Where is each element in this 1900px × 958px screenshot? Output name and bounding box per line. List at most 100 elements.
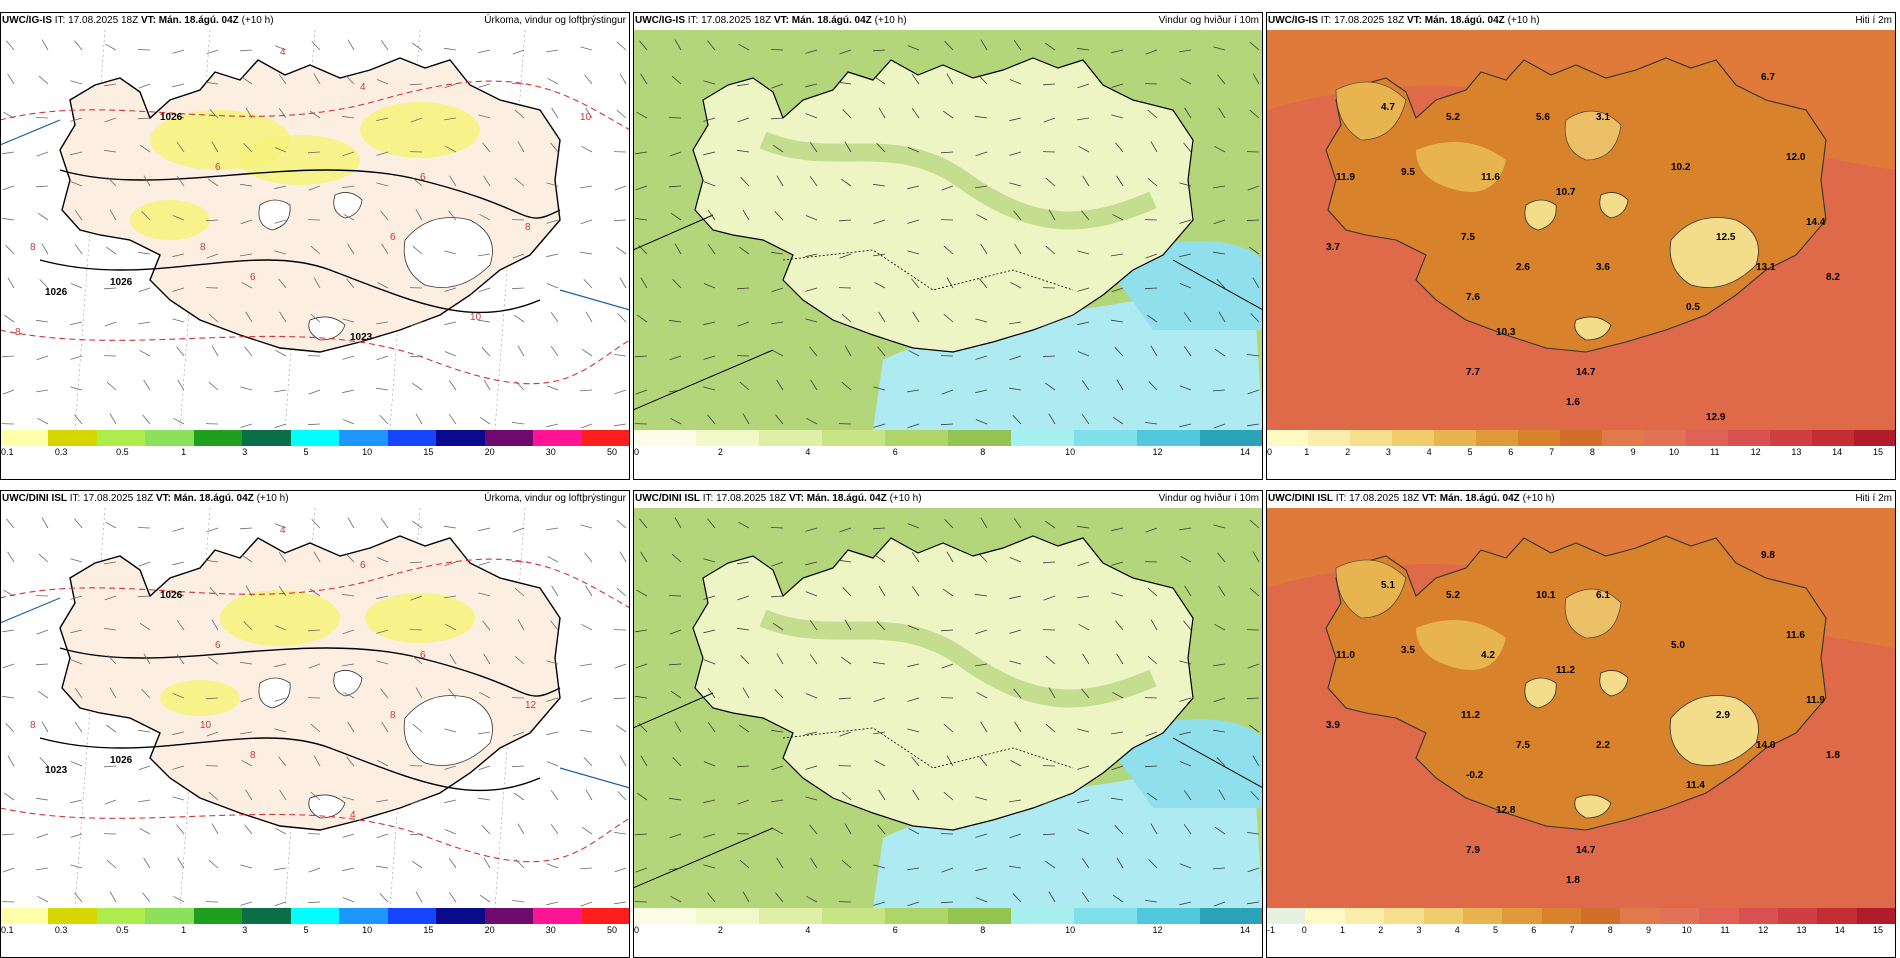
colorbar-tick-label: 1 [1304, 447, 1309, 457]
colorbar-tick-label: 0 [634, 925, 639, 935]
colorbar-swatch [1434, 430, 1476, 446]
panel-run-info: UWC/IG-IS IT: 17.08.2025 18Z VT: Mán. 18… [2, 12, 274, 30]
colorbar-tick-label: 5 [1467, 447, 1472, 457]
colorbar-tick-label: 0 [1267, 447, 1272, 457]
colorbar-swatch [696, 908, 759, 924]
colorbar-swatch [1686, 430, 1728, 446]
temperature-value: 5.6 [1536, 112, 1550, 123]
map-canvas [633, 508, 1263, 908]
colorbar-swatch [822, 430, 885, 446]
colorbar-tick-label: 0.1 [1, 447, 14, 457]
colorbar-swatch [1011, 430, 1074, 446]
colorbar-swatch [1424, 908, 1463, 924]
colorbar-swatch [1200, 908, 1263, 924]
colorbar-swatch [1305, 908, 1344, 924]
temperature-value: 3.9 [1326, 720, 1340, 731]
colorbar-swatch [48, 430, 96, 446]
temperature-value: 7.5 [1516, 740, 1530, 751]
panel-run-info: UWC/IG-IS IT: 17.08.2025 18Z VT: Mán. 18… [1268, 12, 1540, 30]
map-contour-label: 1026 [45, 287, 68, 298]
temperature-value: 14.7 [1576, 845, 1596, 856]
map-panel-temp: UWC/DINI ISL IT: 17.08.2025 18Z VT: Mán.… [1266, 490, 1896, 958]
map-contour-label: 6 [420, 650, 426, 661]
lead-time: (+10 h) [875, 15, 907, 26]
wind-barb [138, 528, 150, 529]
wind-barb [36, 596, 48, 597]
colorbar-swatch [97, 430, 145, 446]
temperature-value: 7.9 [1466, 845, 1480, 856]
colorbar-swatch [1463, 908, 1502, 924]
colorbar-tick-label: 1 [181, 447, 186, 457]
valid-time: Mán. 18.ágú. 04Z [1440, 493, 1520, 504]
colorbar-swatch [291, 908, 339, 924]
map-contour-label: 1026 [160, 590, 183, 601]
colorbar-swatch [1770, 430, 1812, 446]
temperature-value: 5.0 [1671, 640, 1685, 651]
colorbar-tick-label: 0.3 [55, 925, 68, 935]
colorbar-swatch [1011, 908, 1074, 924]
colorbar-tick-label: 5 [1493, 925, 1498, 935]
colorbar-swatches [1266, 430, 1896, 446]
colorbar-tick-label: 20 [485, 925, 495, 935]
temperature-value: 3.6 [1596, 262, 1610, 273]
colorbar-tick-label: 7 [1569, 925, 1574, 935]
wind-barb [771, 50, 783, 51]
colorbar-swatch [145, 430, 193, 446]
colorbar-tick-label: 3 [1416, 925, 1421, 935]
map-panel-precip: UWC/DINI ISL IT: 17.08.2025 18Z VT: Mán.… [0, 490, 630, 958]
map-contour-label: 6 [215, 640, 221, 651]
colorbar-tick-label: 13 [1791, 447, 1801, 457]
map-contour-label: 8 [30, 242, 36, 253]
temperature-value: 5.1 [1381, 580, 1395, 591]
colorbar-tick-label: 10 [362, 925, 372, 935]
colorbar-tick-label: 8 [1608, 925, 1613, 935]
map-contour-label: 1023 [350, 332, 373, 343]
panel-run-info: UWC/IG-IS IT: 17.08.2025 18Z VT: Mán. 18… [635, 12, 907, 30]
temperature-value: 5.2 [1446, 590, 1460, 601]
colorbar-tick-label: 0 [1302, 925, 1307, 935]
colorbar-tick-label: 0.1 [1, 925, 14, 935]
temperature-value: 9.8 [1761, 550, 1775, 561]
colorbar-swatch [1854, 430, 1896, 446]
temperature-value: 1.6 [1566, 397, 1580, 408]
colorbar-swatch [0, 908, 48, 924]
map-contour-label: 8 [15, 327, 21, 338]
model-name: UWC/IG-IS [2, 15, 52, 26]
colorbar-tick-label: 6 [1531, 925, 1536, 935]
colorbar-swatch [696, 430, 759, 446]
colorbar-swatch [388, 908, 436, 924]
colorbar-swatch [885, 908, 948, 924]
precip-area [365, 593, 475, 643]
init-time: IT: 17.08.2025 18Z [1336, 493, 1419, 504]
precip-area [130, 200, 210, 240]
panel-title: Hiti í 2m [1855, 490, 1892, 508]
temperature-value: 3.7 [1326, 242, 1340, 253]
model-name: UWC/DINI ISL [1268, 493, 1333, 504]
temperature-value: 3.5 [1401, 645, 1415, 656]
map-contour-label: 8 [250, 750, 256, 761]
colorbar-tick-label: 13 [1796, 925, 1806, 935]
colorbar-swatch [97, 908, 145, 924]
panel-title: Vindur og hviður í 10m [1159, 12, 1259, 30]
temperature-value: 6.1 [1596, 590, 1610, 601]
wind-barb [669, 596, 681, 597]
colorbar-swatches [0, 908, 630, 924]
precip-area [240, 135, 360, 185]
lead-time: (+10 h) [1523, 493, 1555, 504]
colorbar-swatch [948, 430, 1011, 446]
wind-barb [36, 118, 48, 119]
map-contour-label: 8 [30, 720, 36, 731]
colorbar-tick-label: 5 [303, 925, 308, 935]
colorbar-tick-label: 50 [607, 447, 617, 457]
valid-time-label: VT: [141, 15, 156, 26]
colorbar-swatch [1476, 430, 1518, 446]
